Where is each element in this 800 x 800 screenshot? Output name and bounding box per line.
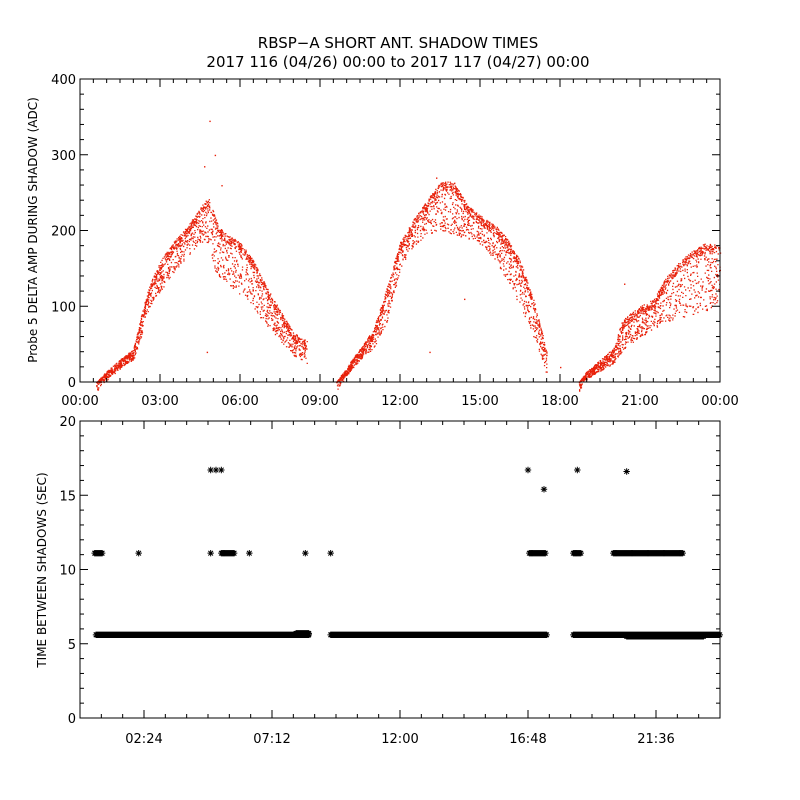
bottom-y-tick-label: 15 <box>59 489 76 504</box>
shadow-interval-point <box>212 466 220 474</box>
top-y-tick-label: 200 <box>51 225 76 240</box>
shadow-interval-11s-run <box>526 549 549 557</box>
shadow-interval-point <box>218 466 225 474</box>
shadow-interval-point <box>540 486 548 493</box>
bottom-panel-marks <box>91 466 723 640</box>
top-x-tick-label: 00:00 <box>701 394 738 409</box>
bottom-y-tick-label: 5 <box>68 638 76 653</box>
top-x-tick-label: 03:00 <box>141 394 178 409</box>
delta-amp-spike-point <box>204 166 206 168</box>
delta-amp-spike-point <box>400 241 402 244</box>
shadow-interval-point <box>327 549 334 557</box>
top-panel-marks <box>96 120 722 392</box>
chart-title: RBSP−A SHORT ANT. SHADOW TIMES <box>258 34 538 52</box>
delta-amp-spike-point <box>429 351 431 354</box>
bottom-y-tick-label: 0 <box>68 712 76 727</box>
shadow-interval-point <box>135 549 142 557</box>
bottom-x-tick-label: 07:12 <box>253 732 290 747</box>
top-x-tick-label: 00:00 <box>61 394 98 409</box>
bottom-x-tick-label: 16:48 <box>509 732 546 747</box>
shadow-interval-11s-run <box>570 549 584 557</box>
shadow-interval-11s-run <box>218 549 238 557</box>
top-y-tick-label: 0 <box>68 376 76 391</box>
shadow-interval-baseline-run <box>292 630 312 637</box>
delta-amp-spike-point <box>436 177 438 179</box>
bottom-x-tick-label: 02:24 <box>125 732 162 747</box>
top-y-tick-label: 100 <box>51 300 76 315</box>
bottom-x-tick-label: 21:36 <box>637 732 674 747</box>
bottom-panel-axes: 02:24 07:12 12:00 16:48 21:36 0 5 10 15 20 <box>59 415 720 747</box>
top-x-tick-label: 15:00 <box>461 394 498 409</box>
shadow-interval-point <box>524 466 532 474</box>
shadow-interval-point <box>207 549 214 557</box>
top-x-tick-label: 18:00 <box>541 394 578 409</box>
bottom-plot-frame <box>79 420 721 719</box>
delta-amp-spike-point <box>214 154 217 157</box>
shadow-interval-baseline-run <box>92 631 312 639</box>
shadow-interval-point <box>623 468 630 475</box>
top-y-tick-label: 400 <box>51 73 76 88</box>
delta-amp-spike-point <box>464 298 466 301</box>
shadow-interval-point <box>574 466 581 474</box>
chart-subtitle: 2017 116 (04/26) 00:00 to 2017 117 (04/2… <box>206 53 589 71</box>
top-x-tick-label: 12:00 <box>381 394 418 409</box>
top-x-tick-label: 21:00 <box>621 394 658 409</box>
top-panel-axes: 00:00 03:00 06:00 09:00 12:00 15:00 18:00 21:00… <box>51 73 739 409</box>
delta-amp-spike-point <box>624 283 626 285</box>
top-y-axis-label: Probe 5 DELTA AMP DURING SHADOW (ADC) <box>26 97 40 363</box>
shadow-interval-point <box>302 549 309 557</box>
delta-amp-points <box>96 181 722 392</box>
shadow-interval-11s-run <box>91 549 106 557</box>
delta-amp-spike-point <box>206 351 209 354</box>
shadow-interval-11s-run <box>610 549 686 557</box>
delta-amp-spike-point <box>221 185 223 187</box>
bottom-x-tick-label: 12:00 <box>381 732 418 747</box>
bottom-y-axis-label: TIME BETWEEN SHADOWS (SEC) <box>35 472 49 668</box>
shadow-interval-baseline-run <box>623 633 707 640</box>
bottom-y-tick-label: 10 <box>59 564 76 579</box>
top-x-tick-label: 06:00 <box>221 394 258 409</box>
shadow-interval-point <box>246 549 253 557</box>
shadow-interval-point <box>207 466 214 474</box>
top-x-tick-label: 09:00 <box>301 394 338 409</box>
delta-amp-spike-point <box>560 366 562 369</box>
delta-amp-spike-point <box>209 120 211 123</box>
shadow-interval-baseline-run <box>327 631 550 639</box>
bottom-y-tick-label: 20 <box>59 415 76 430</box>
top-y-tick-label: 300 <box>51 149 76 164</box>
top-plot-frame <box>79 78 721 383</box>
